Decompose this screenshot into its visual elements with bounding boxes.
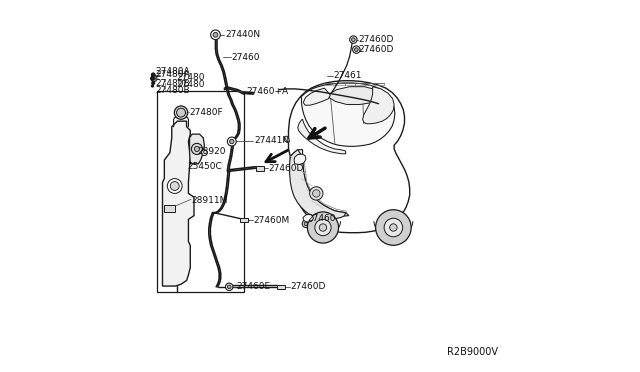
Polygon shape [303, 88, 330, 105]
Polygon shape [163, 121, 194, 286]
Circle shape [195, 146, 200, 151]
Circle shape [349, 36, 357, 43]
Text: 27460M: 27460M [253, 216, 289, 225]
Circle shape [353, 46, 360, 53]
Circle shape [174, 106, 188, 119]
Circle shape [225, 283, 233, 291]
Text: 27480B: 27480B [156, 86, 190, 95]
Text: 27460D: 27460D [358, 45, 394, 54]
Circle shape [213, 32, 218, 37]
Polygon shape [363, 87, 394, 124]
Circle shape [211, 30, 220, 39]
Polygon shape [303, 214, 314, 222]
Polygon shape [277, 285, 285, 289]
Polygon shape [164, 205, 175, 212]
Circle shape [150, 77, 154, 80]
Polygon shape [189, 134, 204, 164]
Circle shape [170, 182, 179, 190]
Text: 27480: 27480 [177, 73, 205, 82]
Text: 28920: 28920 [197, 147, 225, 156]
Text: 27460: 27460 [307, 214, 335, 223]
Circle shape [351, 38, 355, 41]
Text: 27441N: 27441N [254, 136, 289, 145]
Polygon shape [294, 154, 306, 164]
Text: 27460D: 27460D [358, 35, 394, 44]
Text: 27460D: 27460D [269, 164, 304, 173]
Polygon shape [329, 87, 381, 105]
Circle shape [390, 224, 397, 231]
Circle shape [384, 218, 403, 237]
Polygon shape [255, 166, 264, 171]
Circle shape [302, 220, 310, 228]
Circle shape [355, 48, 358, 51]
Circle shape [319, 224, 326, 231]
Circle shape [315, 219, 331, 235]
Text: 27480A: 27480A [156, 67, 190, 76]
Circle shape [310, 187, 323, 200]
Circle shape [312, 190, 320, 197]
Text: 27460E: 27460E [236, 282, 270, 291]
Text: 27460+A: 27460+A [246, 87, 288, 96]
Polygon shape [284, 136, 290, 142]
Polygon shape [291, 150, 349, 216]
Polygon shape [290, 150, 346, 219]
Circle shape [152, 81, 155, 84]
Circle shape [202, 150, 207, 155]
Polygon shape [289, 81, 410, 233]
Circle shape [167, 179, 182, 193]
Text: 28911M: 28911M [191, 196, 227, 205]
Circle shape [227, 137, 236, 146]
Circle shape [152, 85, 154, 87]
Circle shape [230, 139, 234, 144]
Text: 27480A: 27480A [156, 70, 190, 79]
Text: 27460: 27460 [232, 52, 260, 61]
Circle shape [191, 143, 202, 154]
Text: 25450C: 25450C [188, 162, 223, 171]
Circle shape [376, 210, 411, 245]
Circle shape [177, 108, 186, 117]
Polygon shape [298, 119, 346, 154]
Circle shape [151, 76, 157, 81]
Text: 27480: 27480 [176, 80, 205, 89]
Circle shape [304, 222, 308, 226]
Text: 27480F: 27480F [189, 108, 223, 117]
Bar [157, 92, 244, 292]
Text: 27480B: 27480B [156, 79, 190, 88]
Text: 27460D: 27460D [291, 282, 326, 291]
Circle shape [307, 212, 339, 243]
Text: 27440N: 27440N [225, 30, 260, 39]
Circle shape [152, 77, 156, 80]
Text: R2B9000V: R2B9000V [447, 347, 498, 357]
Circle shape [227, 285, 231, 289]
Text: 27461: 27461 [333, 71, 362, 80]
Polygon shape [240, 218, 248, 222]
Polygon shape [301, 83, 395, 146]
Circle shape [152, 73, 155, 77]
